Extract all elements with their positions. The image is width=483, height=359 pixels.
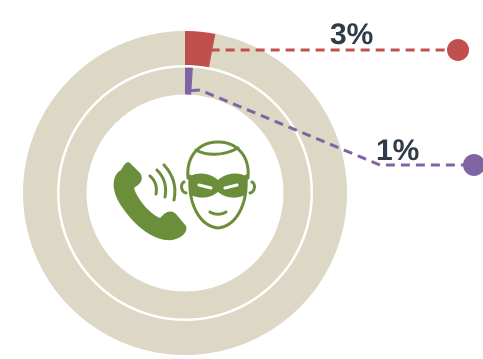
- inner-ring-leader-line: [190, 88, 470, 167]
- outer-ring-leader-dot: [447, 39, 469, 61]
- phone-icon: [113, 162, 187, 241]
- thief-mouth: [208, 210, 228, 216]
- thief-left-ear: [180, 180, 188, 195]
- thief-hair: [186, 140, 250, 180]
- thief-mask: [188, 173, 248, 198]
- outer-ring-leader-line: [199, 48, 455, 63]
- thief-left-eye: [197, 183, 213, 190]
- thief-fringe: [194, 146, 240, 156]
- outer-ring-percent-label: 3%: [330, 18, 373, 51]
- inner-ring-leader-dot: [463, 154, 483, 176]
- thief-icon: [180, 140, 256, 230]
- outer-ring-slice: [184, 31, 216, 68]
- thief-face: [188, 174, 248, 230]
- sound-wave-3: [162, 163, 177, 202]
- phone-scam-thief-icon: [113, 140, 256, 241]
- sound-wave-2: [155, 168, 168, 199]
- sound-wave-1: [148, 174, 158, 196]
- inner-ring-percent-label: 1%: [376, 134, 419, 167]
- thief-right-eye: [223, 183, 239, 190]
- phone-handset-shape: [113, 162, 187, 241]
- thief-right-ear: [248, 180, 256, 195]
- leader-lines: [190, 39, 483, 176]
